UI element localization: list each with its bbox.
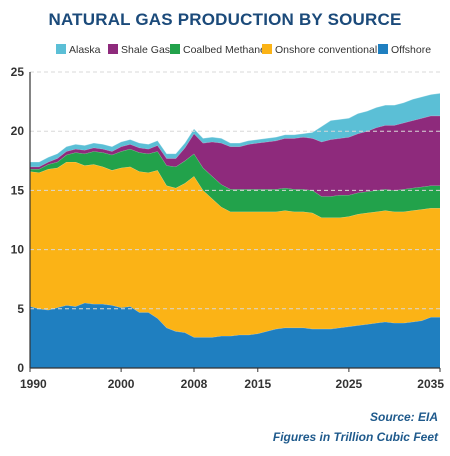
x-tick-label: 2015 (244, 377, 271, 391)
legend: Alaska Shale Gas Coalbed Methane Onshore co… (56, 44, 431, 56)
units-note: Figures in Trillion Cubic Feet (272, 430, 438, 444)
x-tick-label: 2008 (181, 377, 208, 391)
y-tick-labels: 0 5 10 15 20 25 (11, 65, 25, 375)
x-tick-label: 2025 (336, 377, 363, 391)
legend-swatch-offshore (378, 44, 388, 54)
x-tick-label: 2000 (108, 377, 135, 391)
legend-label-shale-gas: Shale Gas (121, 44, 170, 56)
x-tick-label: 2035 (417, 377, 444, 391)
legend-swatch-onshore-conventional (262, 44, 272, 54)
area-edge-alaska (30, 92, 441, 163)
y-tick-label: 5 (17, 302, 24, 316)
gridlines (30, 71, 440, 310)
legend-label-onshore-conventional: Onshore conventional (275, 44, 377, 56)
y-tick-label: 10 (11, 243, 25, 257)
legend-swatch-shale-gas (108, 44, 118, 54)
x-tick-labels: 1990 2000 2008 2015 2025 2035 (20, 368, 444, 391)
legend-label-offshore: Offshore (391, 44, 431, 56)
y-tick-label: 15 (11, 183, 25, 197)
legend-swatch-coalbed-methane (170, 44, 180, 54)
x-tick-label: 1990 (20, 377, 47, 391)
y-tick-label: 0 (17, 361, 24, 375)
area-coalbed-methane (30, 148, 440, 218)
legend-label-coalbed-methane: Coalbed Methane (183, 44, 266, 56)
area-alaska (30, 93, 440, 167)
stacked-areas (29, 92, 441, 368)
legend-swatch-alaska (56, 44, 66, 54)
legend-label-alaska: Alaska (69, 44, 101, 56)
y-tick-label: 20 (11, 124, 25, 138)
source-note: Source: EIA (369, 410, 438, 424)
area-shale-gas (30, 115, 440, 197)
axes (29, 72, 440, 369)
chart-title: NATURAL GAS PRODUCTION BY SOURCE (48, 10, 402, 29)
y-tick-label: 25 (11, 65, 25, 79)
